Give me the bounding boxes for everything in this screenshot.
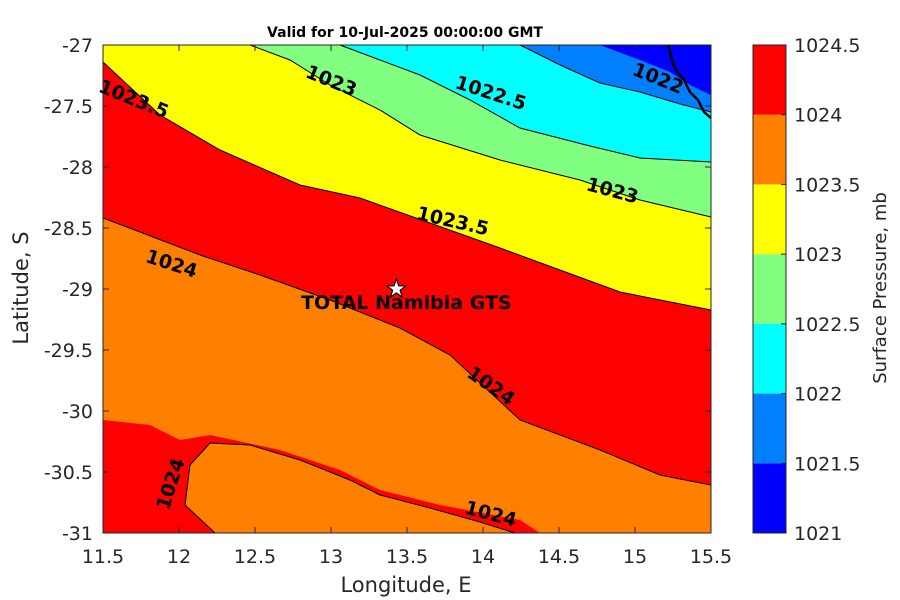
x-tick-label: 11.5: [82, 546, 124, 568]
contour-line: [339, 44, 712, 163]
contour-fill-orange: [185, 443, 515, 533]
contour-line: [102, 217, 712, 486]
contour-fill-darkblue: [600, 45, 711, 95]
colorbar-tick-label: 1023.5: [794, 174, 860, 196]
colorbar-tick-label: 1024: [794, 105, 842, 127]
colorbar-segment: [753, 254, 786, 324]
contour-line: [249, 44, 712, 218]
x-tick-label: 13: [319, 546, 343, 568]
x-tick-label: 14: [471, 546, 495, 568]
y-tick-label: -30: [62, 401, 93, 423]
y-axis-ticks: -27 -27.5 -28 -28.5 -29 -29.5 -30 -30.5 -31: [44, 35, 711, 545]
x-tick-label: 14.5: [538, 546, 580, 568]
colorbar-segment: [753, 323, 786, 394]
coastline: [666, 44, 712, 119]
x-tick-label: 13.5: [386, 546, 428, 568]
station-star-icon: [385, 277, 408, 299]
colorbar-segment: [753, 393, 786, 464]
x-tick-label: 15: [623, 546, 647, 568]
colorbar-tick-label: 1023: [794, 244, 842, 266]
x-tick-label: 12: [167, 546, 191, 568]
y-tick-label: -28: [62, 157, 93, 179]
colorbar-tick-label: 1022.5: [794, 314, 860, 336]
contour-fills: [103, 45, 711, 533]
y-tick-label: -28.5: [44, 218, 93, 240]
y-tick-label: -27: [62, 35, 93, 57]
y-axis-label: Latitude, S: [9, 231, 33, 344]
station: TOTAL Namibia GTS: [301, 277, 512, 314]
colorbar-segment: [753, 463, 786, 533]
colorbar-tick-label: 1024.5: [794, 35, 860, 57]
x-axis-label: Longitude, E: [340, 573, 471, 597]
contour-line: [519, 44, 712, 113]
x-tick-label: 15.5: [690, 546, 732, 568]
chart-title: Valid for 10-Jul-2025 00:00:00 GMT: [267, 25, 543, 41]
colorbar-segment: [753, 45, 786, 115]
y-tick-label: -29.5: [44, 340, 93, 362]
colorbar-tick-label: 1022: [794, 384, 842, 406]
colorbar: 1024.5 1024 1023.5 1023 1022.5 1022 1021.5 1021: [752, 35, 860, 545]
y-tick-label: -31: [62, 523, 93, 545]
colorbar-segment: [753, 114, 786, 185]
colorbar-tick-label: 1021.5: [794, 453, 860, 475]
y-tick-label: -29: [62, 279, 93, 301]
colorbar-label: Surface Pressure, mb: [870, 192, 891, 384]
contour-line: [184, 442, 516, 534]
contour-line: [102, 61, 712, 311]
colorbar-border: [752, 44, 787, 534]
y-tick-label: -30.5: [44, 462, 93, 484]
colorbar-tick-label: 1021: [794, 523, 842, 545]
x-tick-label: 12.5: [234, 546, 276, 568]
contour-lines: [102, 44, 712, 534]
x-axis-ticks: 11.5 12 12.5 13 13.5 14 14.5 15 15.5: [82, 45, 732, 568]
station-label: TOTAL Namibia GTS: [301, 292, 512, 314]
colorbar-segment: [753, 184, 786, 255]
y-tick-label: -27.5: [44, 96, 93, 118]
